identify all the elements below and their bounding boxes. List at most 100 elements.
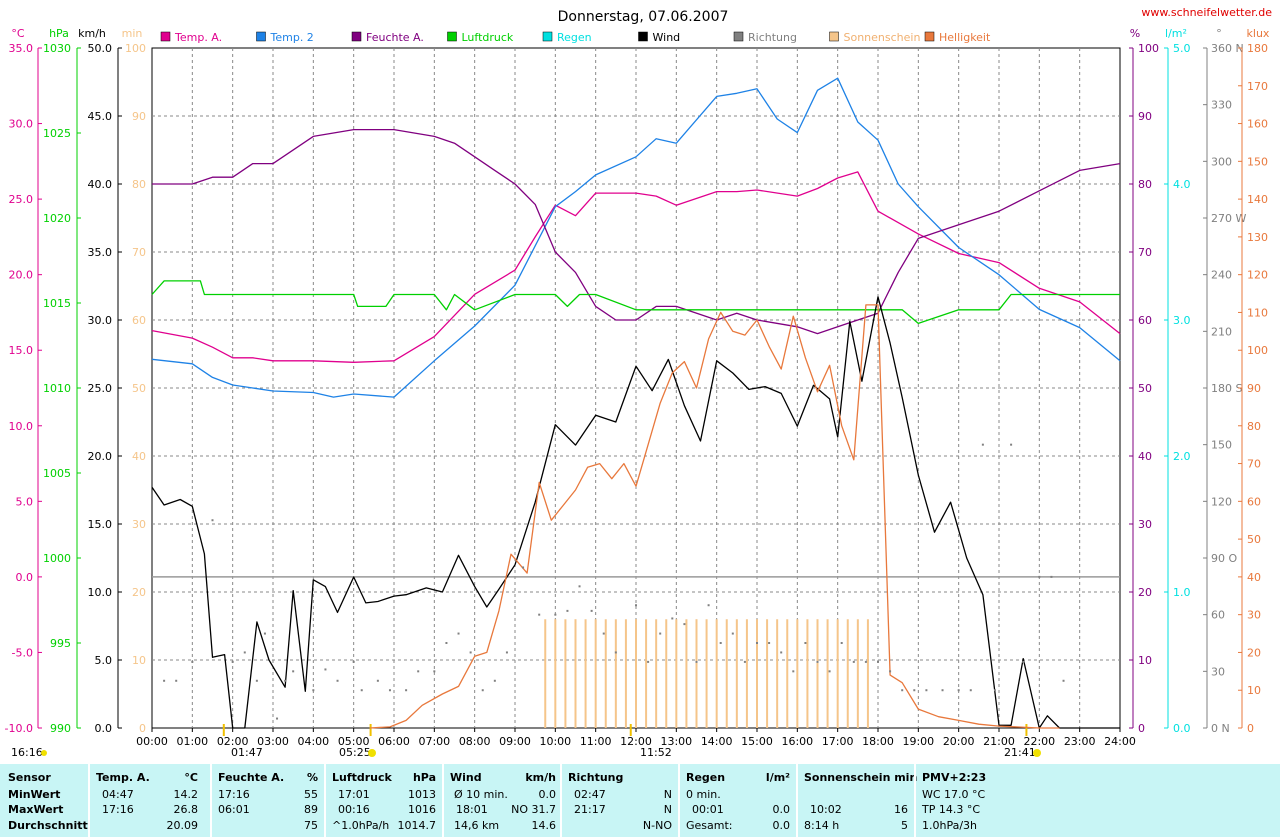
axis-tick-label-temp: 20.0 [9, 269, 34, 282]
axis-tick-label-min: 100 [125, 42, 146, 55]
stats-temp-min-value: 14.2 [173, 788, 199, 801]
direction-point [671, 617, 674, 620]
x-tick-label: 09:00 [499, 735, 531, 748]
website-label[interactable]: www.schneifelwetter.de [1141, 6, 1272, 19]
direction-point [312, 689, 315, 692]
legend-swatch [256, 31, 266, 42]
axis-tick-label-kmh: 45.0 [88, 110, 113, 123]
stats-header-feuchte: Feuchte A. [218, 771, 285, 784]
direction-point [635, 604, 637, 607]
stats-feuchte-min-value: 55 [304, 788, 318, 801]
direction-point [445, 642, 448, 644]
direction-point [1062, 679, 1065, 682]
direction-point [433, 670, 436, 673]
x-tick-label: 12:00 [620, 735, 652, 748]
legend-label: Feuchte A. [366, 31, 424, 44]
direction-point [840, 642, 843, 644]
direction-point [889, 670, 892, 673]
stats-col-temp: Temp. A. °C 04:47 14.2 17:16 26.8 20.09 [88, 764, 204, 837]
legend-label: Richtung [748, 31, 797, 44]
stats-regen-total-value: 0.0 [772, 819, 791, 832]
axis-tick-label-klux: 110 [1247, 306, 1268, 319]
axis-tick-label-lm2: 4.0 [1173, 178, 1191, 191]
direction-point [683, 623, 686, 626]
stats-temp-avg-value: 20.09 [166, 819, 199, 832]
stats-col-regen: Regen l/m² 0 min. 00:01 0.0 Gesamt: 0.0 [678, 764, 796, 837]
axis-tick-label-deg: 60 [1211, 609, 1225, 622]
direction-point [590, 609, 593, 612]
axis-tick-label-kmh: 25.0 [88, 382, 113, 395]
series-line-wind [151, 296, 1120, 729]
stats-col-luftdruck: Luftdruck hPa 17:01 1013 00:16 1016 ^1.0… [324, 764, 442, 837]
axis-tick-label-pct: 90 [1138, 110, 1152, 123]
axis-tick-label-kmh: 0.0 [95, 722, 113, 735]
sun-moon-annotations: 16:16 01:47 05:25 11:52 21:41 [11, 746, 1041, 759]
direction-point [191, 660, 194, 663]
axis-tick-label-hpa: 1020 [43, 212, 71, 225]
axis-unit-label: hPa [49, 27, 69, 40]
legend-label: Regen [557, 31, 592, 44]
direction-point [211, 519, 214, 522]
direction-point [336, 679, 339, 682]
stats-regen-max-value: 0.0 [772, 803, 791, 816]
stats-luftdruck-min-value: 1013 [408, 788, 436, 801]
stats-col-wind: Wind km/h Ø 10 min. 0.0 18:01 NO 31.7 14… [442, 764, 560, 837]
stats-wind-avg-value: 14.6 [531, 819, 557, 832]
x-tick-label: 18:00 [862, 735, 894, 748]
stats-header-temp: Temp. A. [96, 771, 150, 784]
axis-unit-label: °C [11, 27, 25, 40]
direction-point [719, 642, 722, 644]
axis-tick-label-pct: 70 [1138, 246, 1152, 259]
stats-sonne-max-time: 10:02 [810, 803, 842, 816]
axis-tick-label-klux: 150 [1247, 155, 1268, 168]
stats-wind-min-time: Ø 10 min. [454, 788, 508, 801]
direction-point [163, 679, 166, 682]
direction-point [284, 679, 287, 682]
axis-tick-label-klux: 120 [1247, 269, 1268, 282]
axis-tick-label-kmh: 40.0 [88, 178, 113, 191]
direction-point [864, 660, 867, 663]
x-tick-label: 16:00 [781, 735, 813, 748]
moon-icon [41, 750, 47, 756]
stats-unit-temp: °C [184, 771, 198, 784]
direction-point [993, 689, 996, 692]
axis-tick-label-temp: 30.0 [9, 118, 34, 131]
sun-icon-set [1033, 749, 1041, 757]
stats-regen-total-label: Gesamt: [686, 819, 733, 832]
axis-tick-label-deg: 240 [1211, 269, 1232, 282]
axis-tick-label-deg: 120 [1211, 495, 1232, 508]
axis-tick-label-deg: 30 [1211, 665, 1225, 678]
weather-chart: Donnerstag, 07.06.2007 www.schneifelwett… [0, 0, 1280, 764]
direction-point [695, 660, 698, 663]
noon-label: 11:52 [640, 746, 672, 759]
axis-tick-label-min: 70 [132, 246, 146, 259]
moonrise-label: 16:16 [11, 746, 43, 759]
chart-background [0, 0, 1280, 764]
legend-swatch [542, 31, 553, 42]
stats-header-sonnenschein: Sonnenschein min [804, 771, 918, 784]
sunrise-label: 05:25 [339, 746, 371, 759]
stats-row-max: MaxWert [8, 803, 64, 816]
stats-header-richtung: Richtung [568, 771, 624, 784]
axes: 00:00 01:00 02:00 03:00 04:00 05:00 06:00 07:00… [5, 42, 1268, 748]
stats-col-sensor: Sensor MinWert MaxWert Durchschnitt [0, 764, 88, 837]
x-tick-label: 05:00 [338, 735, 370, 748]
direction-point [756, 642, 758, 644]
direction-point [780, 651, 783, 654]
direction-point [469, 651, 472, 654]
stats-header-regen: Regen [686, 771, 726, 784]
series-line-feuchte-a- [152, 128, 1121, 335]
axis-tick-label-temp: -10.0 [5, 722, 33, 735]
x-tick-label: 20:00 [943, 735, 975, 748]
stats-richtung-max-time: 21:17 [574, 803, 606, 816]
legend-label: Temp. 2 [270, 31, 314, 44]
axis-tick-label-klux: 50 [1247, 533, 1261, 546]
axis-tick-label-min: 80 [132, 178, 146, 191]
axis-tick-label-hpa: 1000 [43, 552, 71, 565]
axis-tick-label-pct: 40 [1138, 450, 1152, 463]
axis-tick-label-klux: 40 [1247, 571, 1261, 584]
direction-point [1022, 660, 1025, 663]
direction-point [388, 689, 391, 692]
direction-point [731, 632, 734, 635]
legend-label: Wind [653, 31, 681, 44]
